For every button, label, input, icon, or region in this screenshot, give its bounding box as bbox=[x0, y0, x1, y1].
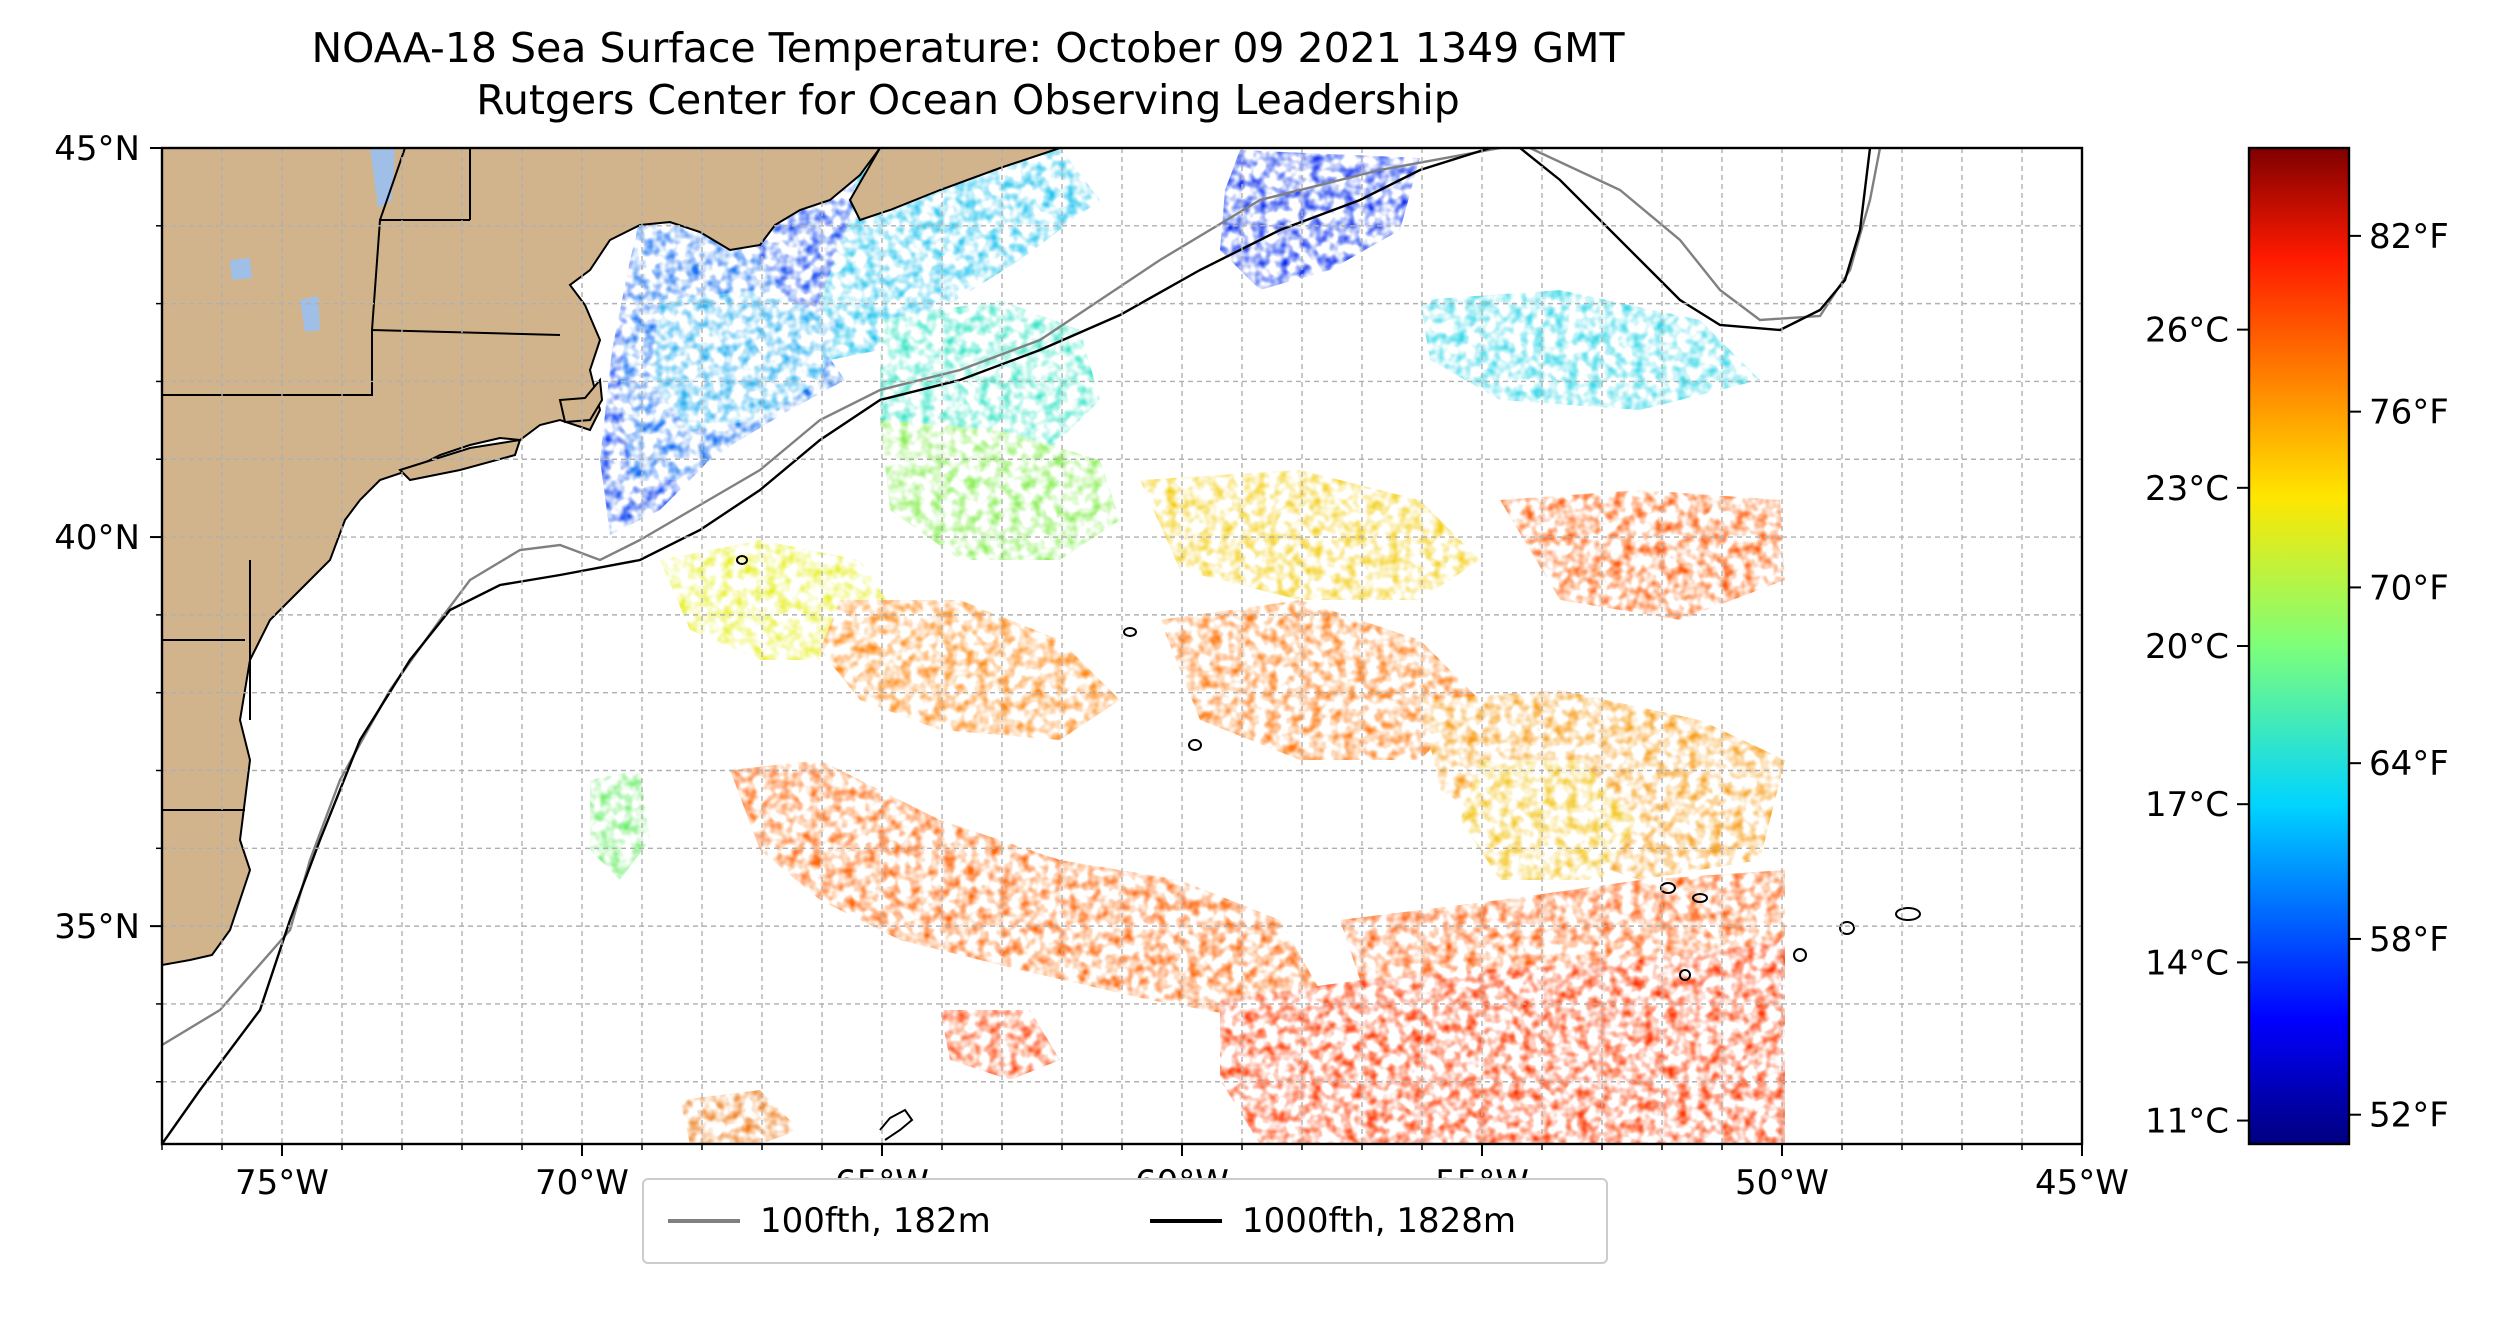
title-line-1: NOAA-18 Sea Surface Temperature: October… bbox=[311, 24, 1625, 72]
slope-teal bbox=[880, 300, 1100, 460]
seamount bbox=[1679, 969, 1691, 981]
y-tick-label: 45°N bbox=[54, 129, 140, 169]
legend-swatch-100fth bbox=[668, 1219, 740, 1223]
fahrenheit-tick-label: 70°F bbox=[2369, 568, 2449, 608]
contour-1000fth bbox=[162, 148, 1872, 1144]
legend-label-100fth: 100fth, 182m bbox=[760, 1201, 991, 1241]
lake bbox=[230, 258, 252, 280]
fahrenheit-tick-label: 58°F bbox=[2369, 920, 2449, 960]
y-tick-label: 40°N bbox=[54, 518, 140, 558]
celsius-tick-label: 11°C bbox=[2145, 1102, 2229, 1142]
cape-cod bbox=[558, 377, 604, 424]
seamount bbox=[736, 555, 748, 565]
gridlines bbox=[162, 148, 2082, 1144]
georges-bank-cyan bbox=[650, 290, 840, 430]
contour-100fth bbox=[162, 148, 1882, 1047]
fahrenheit-tick-label: 82°F bbox=[2369, 217, 2449, 257]
seamount bbox=[1895, 907, 1921, 921]
southwest-red bbox=[940, 1010, 1060, 1080]
seamount bbox=[1660, 882, 1676, 894]
x-tick-label: 75°W bbox=[235, 1163, 329, 1203]
fahrenheit-tick-label: 52°F bbox=[2369, 1096, 2449, 1136]
south-orange bbox=[1340, 870, 1785, 980]
celsius-tick-label: 20°C bbox=[2145, 627, 2229, 667]
x-tick-label: 50°W bbox=[1735, 1163, 1829, 1203]
warm-east bbox=[1160, 600, 1480, 760]
border bbox=[379, 148, 406, 221]
yellow-east bbox=[1460, 760, 1640, 880]
fahrenheit-tick-label: 76°F bbox=[2369, 393, 2449, 433]
seamount-contours bbox=[736, 555, 1921, 1141]
legend-item-1000fth: 1000fth, 1828m bbox=[1150, 1180, 1516, 1262]
colorbar-gradient bbox=[2247, 146, 2351, 1146]
legend-swatch-1000fth bbox=[1150, 1219, 1222, 1223]
seamount bbox=[879, 1108, 914, 1141]
slope-green bbox=[880, 420, 1120, 560]
offshore-blue bbox=[1220, 150, 1420, 290]
fahrenheit-tick-label: 64°F bbox=[2369, 744, 2449, 784]
land-layer bbox=[162, 148, 1061, 967]
title-line-2: Rutgers Center for Ocean Observing Leade… bbox=[476, 76, 1460, 124]
north-america-land bbox=[162, 148, 882, 967]
fahrenheit-scale: 82°F 76°F 70°F 64°F 58°F 52°F bbox=[2349, 217, 2449, 1136]
seamount bbox=[1692, 893, 1708, 903]
warm-northeast bbox=[1500, 490, 1785, 620]
southeast-red bbox=[1220, 930, 1785, 1144]
state-borders bbox=[162, 148, 561, 811]
legend-label-1000fth: 1000fth, 1828m bbox=[1242, 1201, 1517, 1241]
legend-item-100fth: 100fth, 182m bbox=[668, 1180, 991, 1262]
celsius-tick-label: 23°C bbox=[2145, 469, 2229, 509]
celsius-tick-label: 26°C bbox=[2145, 311, 2229, 351]
celsius-tick-label: 17°C bbox=[2145, 785, 2229, 825]
x-tick-label: 45°W bbox=[2035, 1163, 2129, 1203]
map-title: NOAA-18 Sea Surface Temperature: October… bbox=[0, 22, 1936, 126]
celsius-tick-label: 14°C bbox=[2145, 943, 2229, 983]
gulf-stream-main bbox=[730, 760, 1320, 1020]
nearshore-green-patches bbox=[590, 770, 650, 880]
nova-scotia bbox=[848, 148, 1061, 222]
seamount bbox=[1188, 739, 1202, 751]
long-island bbox=[398, 438, 522, 482]
y-axis: 35°N 40°N 45°N bbox=[54, 129, 162, 1083]
seamount bbox=[1793, 948, 1807, 962]
yellow-midfield bbox=[1140, 470, 1480, 600]
x-tick-label: 70°W bbox=[535, 1163, 629, 1203]
seamount bbox=[1839, 921, 1855, 935]
contour-legend: 100fth, 182m 1000fth, 1828m bbox=[642, 1178, 1608, 1264]
seamount bbox=[1123, 627, 1137, 637]
border bbox=[162, 328, 561, 396]
celsius-scale: 26°C 23°C 20°C 17°C 14°C 11°C bbox=[2145, 311, 2249, 1142]
sw-edge-patches bbox=[680, 1090, 800, 1144]
sst-data-layer bbox=[590, 148, 1785, 1144]
northeast-teal bbox=[1420, 290, 1760, 410]
y-tick-label: 35°N bbox=[54, 907, 140, 947]
gulf-stream-north bbox=[820, 600, 1120, 740]
lake bbox=[300, 296, 320, 332]
